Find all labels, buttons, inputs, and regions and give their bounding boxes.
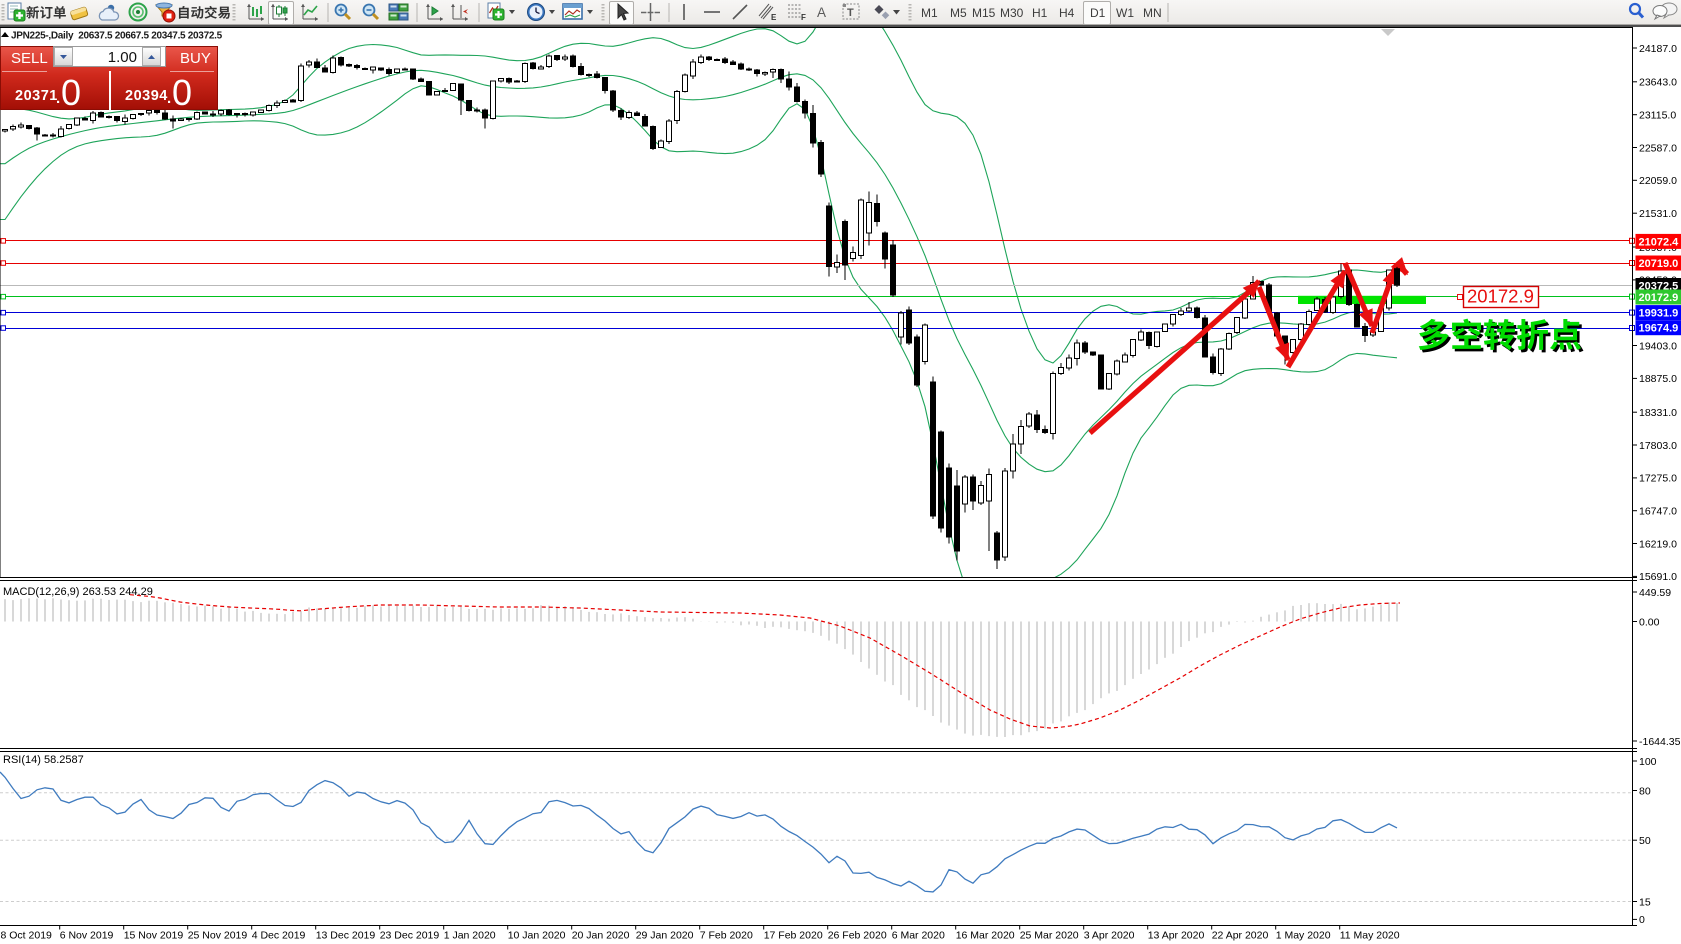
svg-text:JPN225-,Daily 20637.5 20667.5: JPN225-,Daily 20637.5 20667.5 20347.5 20… [11,31,223,42]
svg-text:MACD(12,26,9) 263.53 244.29: MACD(12,26,9) 263.53 244.29 [3,586,153,598]
svg-text:22 Apr 2020: 22 Apr 2020 [1212,930,1269,942]
svg-text:21531.0: 21531.0 [1639,208,1677,220]
svg-text:20172.9: 20172.9 [1639,292,1679,304]
svg-text:19674.9: 19674.9 [1639,323,1679,335]
svg-text:13 Apr 2020: 13 Apr 2020 [1148,930,1205,942]
svg-text:7 Feb 2020: 7 Feb 2020 [700,930,753,942]
svg-text:16747.0: 16747.0 [1639,506,1677,518]
svg-text:19403.0: 19403.0 [1639,340,1677,352]
svg-text:18331.0: 18331.0 [1639,407,1677,419]
svg-text:29 Jan 2020: 29 Jan 2020 [636,930,694,942]
svg-text:22059.0: 22059.0 [1639,175,1677,187]
svg-text:21072.4: 21072.4 [1639,236,1680,248]
svg-text:17803.0: 17803.0 [1639,440,1677,452]
svg-text:8 Oct 2019: 8 Oct 2019 [1,930,53,942]
svg-text:20719.0: 20719.0 [1639,258,1679,270]
svg-text:6 Mar 2020: 6 Mar 2020 [892,930,945,942]
svg-text:F: F [801,13,806,22]
svg-text:18875.0: 18875.0 [1639,373,1677,385]
svg-text:17 Feb 2020: 17 Feb 2020 [764,930,823,942]
svg-text:6 Nov 2019: 6 Nov 2019 [60,930,114,942]
svg-text:50: 50 [1639,835,1651,847]
svg-text:4 Dec 2019: 4 Dec 2019 [252,930,306,942]
svg-text:22587.0: 22587.0 [1639,142,1677,154]
svg-text:RSI(14) 58.2587: RSI(14) 58.2587 [3,754,84,766]
svg-text:0: 0 [1639,914,1645,926]
svg-text:1 May 2020: 1 May 2020 [1276,930,1331,942]
svg-text:20172.9: 20172.9 [1467,286,1534,307]
svg-text:100: 100 [1639,756,1657,768]
svg-text:10 Jan 2020: 10 Jan 2020 [508,930,566,942]
svg-text:23 Dec 2019: 23 Dec 2019 [380,930,440,942]
svg-text:23115.0: 23115.0 [1639,110,1676,122]
svg-text:19931.9: 19931.9 [1639,308,1679,320]
svg-text:15 Nov 2019: 15 Nov 2019 [124,930,184,942]
svg-text:-1644.35: -1644.35 [1639,736,1681,748]
svg-text:16219.0: 16219.0 [1639,538,1677,550]
svg-text:449.59: 449.59 [1639,587,1671,599]
svg-text:26 Feb 2020: 26 Feb 2020 [828,930,887,942]
svg-text:17275.0: 17275.0 [1639,473,1677,485]
svg-text:1 Jan 2020: 1 Jan 2020 [444,930,496,942]
svg-text:15: 15 [1639,896,1651,908]
svg-text:25 Mar 2020: 25 Mar 2020 [1020,930,1079,942]
svg-text:E: E [771,13,777,22]
svg-text:3 Apr 2020: 3 Apr 2020 [1084,930,1135,942]
svg-text:23643.0: 23643.0 [1639,77,1677,89]
svg-text:13 Dec 2019: 13 Dec 2019 [316,930,376,942]
svg-text:15691.0: 15691.0 [1639,571,1677,583]
svg-text:11 May 2020: 11 May 2020 [1340,930,1400,942]
svg-text:20 Jan 2020: 20 Jan 2020 [572,930,630,942]
svg-text:25 Nov 2019: 25 Nov 2019 [188,930,248,942]
svg-text:0.00: 0.00 [1639,616,1660,628]
svg-text:80: 80 [1639,785,1651,797]
svg-text:T: T [847,7,854,19]
svg-text:16 Mar 2020: 16 Mar 2020 [956,930,1015,942]
svg-text:24187.0: 24187.0 [1639,43,1677,55]
